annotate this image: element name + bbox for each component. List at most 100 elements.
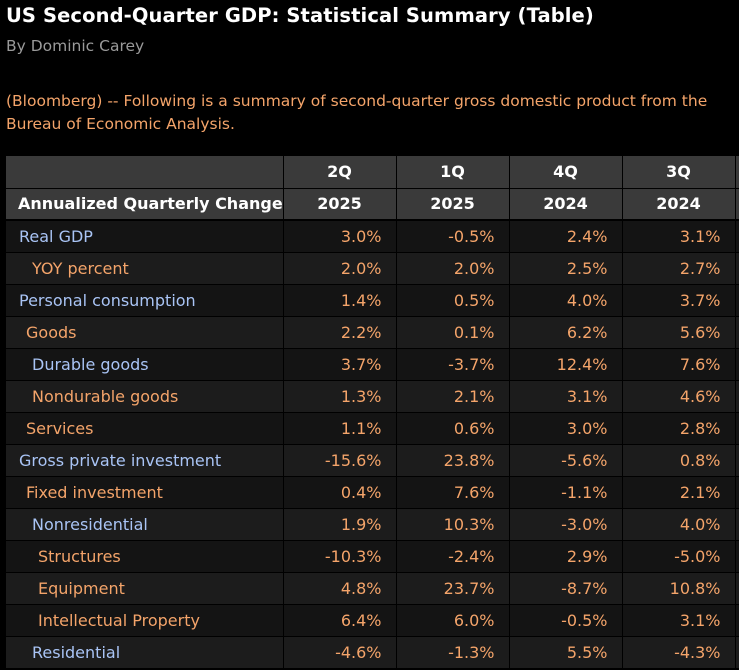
row-label-equipment: Equipment (6, 572, 283, 605)
value-cell: 3.7% (621, 284, 735, 317)
column-title: Annualized Quarterly Change (6, 188, 283, 221)
value-cell: -8.7% (508, 572, 622, 605)
row-label-intellectual-property: Intellectual Property (6, 604, 283, 637)
value-cell: 5.6% (621, 316, 735, 349)
value-cell: 4.8% (282, 572, 396, 605)
value-cell: -15.6% (282, 444, 396, 477)
value-cell: 4.0% (621, 508, 735, 541)
header-row-quarters: 2Q 1Q 4Q 3Q (6, 156, 739, 189)
table-row: Equipment 4.8% 23.7% -8.7% 10.8% (6, 572, 739, 605)
value-cell: 3.0% (282, 220, 396, 253)
value-cell: -3.7% (395, 348, 509, 381)
quarter-header: 2Q (282, 156, 396, 189)
table-row: Services 1.1% 0.6% 3.0% 2.8% (6, 412, 739, 445)
table-row: Durable goods 3.7% -3.7% 12.4% 7.6% (6, 348, 739, 381)
quarter-header: 4Q (508, 156, 622, 189)
row-label-nonresidential: Nonresidential (6, 508, 283, 541)
overflow-cell (734, 284, 739, 317)
value-cell: 23.8% (395, 444, 509, 477)
table-row: Goods 2.2% 0.1% 6.2% 5.6% (6, 316, 739, 349)
overflow-cell (734, 604, 739, 637)
row-label-services: Services (6, 412, 283, 445)
value-cell: 6.2% (508, 316, 622, 349)
value-cell: 1.4% (282, 284, 396, 317)
table-row: Gross private investment -15.6% 23.8% -5… (6, 444, 739, 477)
value-cell: 7.6% (395, 476, 509, 509)
row-label-nondurable-goods: Nondurable goods (6, 380, 283, 413)
header-overflow-cell (734, 188, 739, 221)
year-header: 2025 (282, 188, 396, 221)
table-row: Real GDP 3.0% -0.5% 2.4% 3.1% (6, 220, 739, 253)
row-label-fixed-investment: Fixed investment (6, 476, 283, 509)
value-cell: 3.0% (508, 412, 622, 445)
table-row: Personal consumption 1.4% 0.5% 4.0% 3.7% (6, 284, 739, 317)
value-cell: 5.5% (508, 636, 622, 669)
value-cell: 1.1% (282, 412, 396, 445)
value-cell: 2.0% (282, 252, 396, 285)
value-cell: 3.7% (282, 348, 396, 381)
value-cell: 2.9% (508, 540, 622, 573)
value-cell: -0.5% (395, 220, 509, 253)
value-cell: 0.1% (395, 316, 509, 349)
value-cell: -4.3% (621, 636, 735, 669)
year-header: 2024 (508, 188, 622, 221)
row-label-goods: Goods (6, 316, 283, 349)
overflow-cell (734, 220, 739, 253)
table-row: Residential -4.6% -1.3% 5.5% -4.3% (6, 636, 739, 669)
overflow-cell (734, 252, 739, 285)
value-cell: 2.1% (621, 476, 735, 509)
headline: US Second-Quarter GDP: Statistical Summa… (6, 4, 594, 27)
value-cell: -1.3% (395, 636, 509, 669)
value-cell: 0.6% (395, 412, 509, 445)
value-cell: 6.4% (282, 604, 396, 637)
byline[interactable]: By Dominic Carey (6, 37, 145, 55)
value-cell: -5.0% (621, 540, 735, 573)
table-row: Intellectual Property 6.4% 6.0% -0.5% 3.… (6, 604, 739, 637)
value-cell: 10.3% (395, 508, 509, 541)
quarter-header: 3Q (621, 156, 735, 189)
overflow-cell (734, 508, 739, 541)
table-row: YOY percent 2.0% 2.0% 2.5% 2.7% (6, 252, 739, 285)
overflow-cell (734, 444, 739, 477)
gdp-summary-table: 2Q 1Q 4Q 3Q Annualized Quarterly Change … (6, 156, 739, 669)
value-cell: 3.1% (621, 604, 735, 637)
table-row: Nonresidential 1.9% 10.3% -3.0% 4.0% (6, 508, 739, 541)
value-cell: 2.0% (395, 252, 509, 285)
intro-paragraph: (Bloomberg) -- Following is a summary of… (6, 92, 708, 133)
value-cell: -2.4% (395, 540, 509, 573)
header-overflow-cell (734, 156, 739, 189)
value-cell: 2.1% (395, 380, 509, 413)
overflow-cell (734, 380, 739, 413)
value-cell: 23.7% (395, 572, 509, 605)
overflow-cell (734, 636, 739, 669)
value-cell: -3.0% (508, 508, 622, 541)
value-cell: 0.4% (282, 476, 396, 509)
value-cell: 2.5% (508, 252, 622, 285)
overflow-cell (734, 476, 739, 509)
value-cell: 10.8% (621, 572, 735, 605)
value-cell: 6.0% (395, 604, 509, 637)
quarter-header: 1Q (395, 156, 509, 189)
header-row-years: Annualized Quarterly Change 2025 2025 20… (6, 188, 739, 221)
value-cell: 2.8% (621, 412, 735, 445)
overflow-cell (734, 412, 739, 445)
overflow-cell (734, 316, 739, 349)
year-header: 2025 (395, 188, 509, 221)
value-cell: 3.1% (508, 380, 622, 413)
header-blank-cell (6, 156, 283, 189)
table-row: Structures -10.3% -2.4% 2.9% -5.0% (6, 540, 739, 573)
value-cell: -10.3% (282, 540, 396, 573)
row-label-residential: Residential (6, 636, 283, 669)
row-label-personal-consumption: Personal consumption (6, 284, 283, 317)
overflow-cell (734, 572, 739, 605)
value-cell: -5.6% (508, 444, 622, 477)
value-cell: -0.5% (508, 604, 622, 637)
value-cell: 3.1% (621, 220, 735, 253)
value-cell: -4.6% (282, 636, 396, 669)
row-label-durable-goods: Durable goods (6, 348, 283, 381)
row-label-gross-private-investment: Gross private investment (6, 444, 283, 477)
value-cell: 12.4% (508, 348, 622, 381)
overflow-cell (734, 348, 739, 381)
overflow-cell (734, 540, 739, 573)
table-row: Fixed investment 0.4% 7.6% -1.1% 2.1% (6, 476, 739, 509)
